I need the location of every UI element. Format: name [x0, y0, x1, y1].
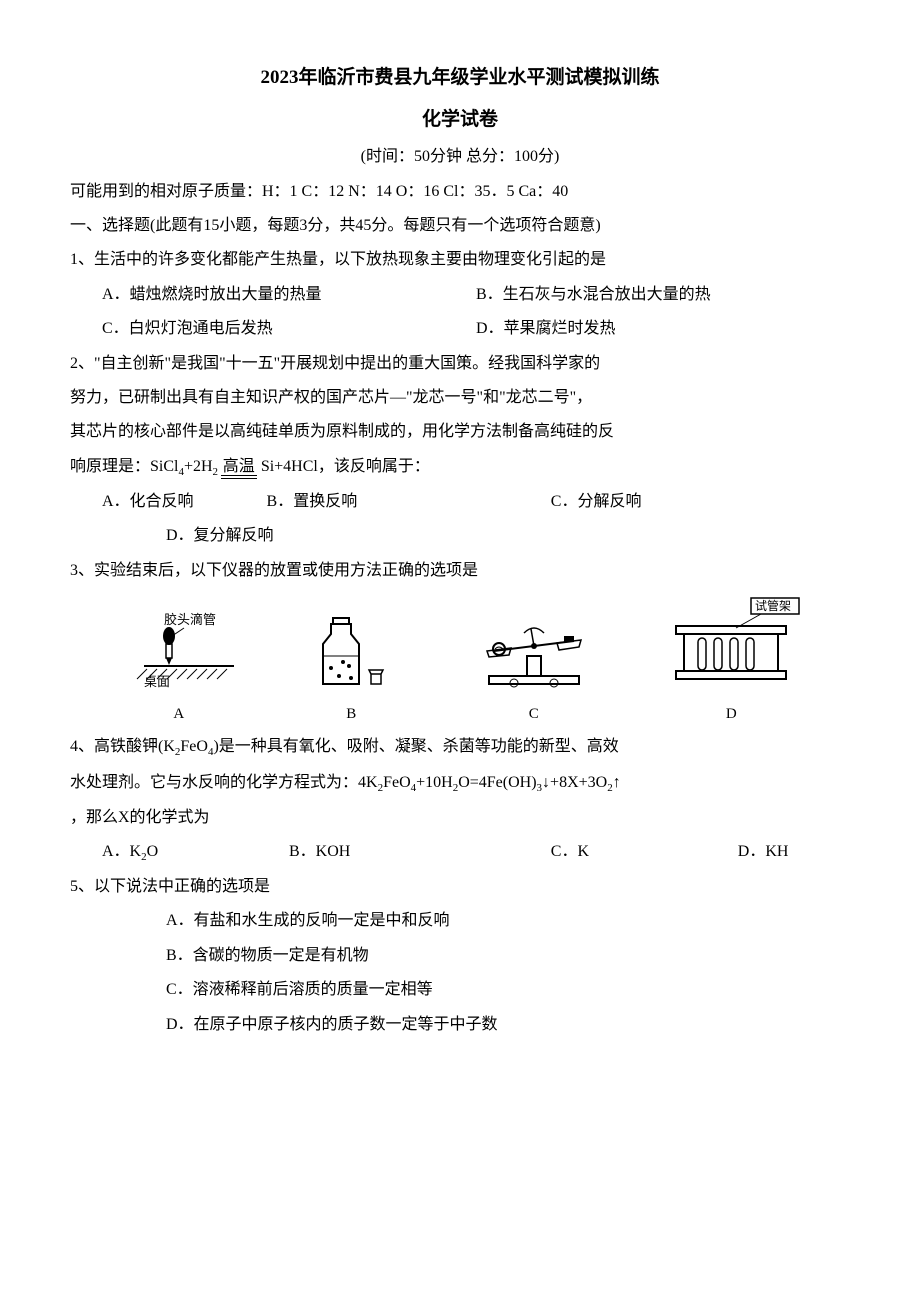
q2-p2: 努力，已研制出具有自主知识产权的国产芯片—"龙芯一号"和"龙芯二号"，	[70, 383, 850, 413]
q3-label-b: B	[346, 700, 356, 729]
q2-opts-row1: A．化合反响 B．置换反响 C．分解反响	[70, 487, 850, 517]
q1-opt-d: D．苹果腐烂时发热	[476, 314, 850, 344]
atomic-mass-line: 可能用到的相对原子质量：H：1 C：12 N：14 O：16 Cl：35．5 C…	[70, 177, 850, 207]
q3-label-c: C	[529, 700, 539, 729]
q2-opt-b: B．置换反响	[267, 487, 551, 517]
q4-p2d: O=4Fe(OH)	[458, 774, 536, 791]
exam-title: 2023年临沂市费县九年级学业水平测试模拟训练	[70, 60, 850, 96]
exam-info: (时间：50分钟 总分：100分)	[70, 142, 850, 172]
q3-img-d: 试管架 D	[656, 596, 806, 729]
q4-opt-b: B．KOH	[289, 837, 551, 868]
q2-p4b: +2H	[184, 458, 213, 475]
q4-p1a: 4、高铁酸钾(K	[70, 738, 175, 755]
q4-opt-c: C．K	[551, 837, 738, 868]
q5-opt-a: A．有盐和水生成的反响一定是中和反响	[70, 906, 850, 936]
q1-text: 1、生活中的许多变化都能产生热量，以下放热现象主要由物理变化引起的是	[70, 245, 850, 275]
q2-p4: 响原理是：SiCl4+2H2 高温 Si+4HCl，该反响属于：	[70, 452, 850, 483]
q4-p3: ，那么X的化学式为	[70, 803, 850, 833]
q4-opt-a: A．K2O	[102, 837, 289, 868]
exam-subtitle: 化学试卷	[70, 102, 850, 138]
annot-rack: 试管架	[755, 598, 791, 613]
bottle-icon	[291, 606, 411, 696]
q3-img-b: B	[291, 606, 411, 729]
q1-opt-b: B．生石灰与水混合放出大量的热	[476, 280, 850, 310]
section-header: 一、选择题(此题有15小题，每题3分，共45分。每题只有一个选项符合题意)	[70, 211, 850, 241]
q3-text: 3、实验结束后，以下仪器的放置或使用方法正确的选项是	[70, 556, 850, 586]
q3-img-c: C	[459, 601, 609, 729]
annot-desk: 桌面	[144, 674, 170, 689]
q5-opt-b: B．含碳的物质一定是有机物	[70, 941, 850, 971]
q4-p2f: ↑	[613, 774, 621, 791]
q4-p2b: FeO	[383, 774, 411, 791]
q3-label-d: D	[726, 700, 737, 729]
q4-p1b: FeO	[180, 738, 208, 755]
annot-dropper: 胶头滴管	[164, 612, 216, 627]
balance-icon	[459, 601, 609, 696]
eq-condition: 高温	[221, 459, 257, 476]
q1-opt-a: A．蜡烛燃烧时放出大量的热量	[102, 280, 476, 310]
q2-p4c: Si+4HCl，该反响属于：	[257, 458, 430, 475]
q4-p1: 4、高铁酸钾(K2FeO4)是一种具有氧化、吸附、凝聚、杀菌等功能的新型、高效	[70, 732, 850, 763]
q5-opt-d: D．在原子中原子核内的质子数一定等于中子数	[70, 1010, 850, 1040]
q5-text: 5、以下说法中正确的选项是	[70, 872, 850, 902]
q1-opt-c: C．白炽灯泡通电后发热	[102, 314, 476, 344]
q1-opts-row1: A．蜡烛燃烧时放出大量的热量 B．生石灰与水混合放出大量的热	[70, 280, 850, 310]
q2-p3: 其芯片的核心部件是以高纯硅单质为原料制成的，用化学方法制备高纯硅的反	[70, 417, 850, 447]
q3-label-a: A	[173, 700, 184, 729]
q2-opt-c: C．分解反响	[551, 487, 798, 517]
q3-images: 胶头滴管 桌面 A	[90, 596, 830, 729]
q2-opt-a: A．化合反响	[102, 487, 267, 517]
tube-rack-icon: 试管架	[656, 596, 806, 696]
q2-p1: 2、"自主创新"是我国"十一五"开展规划中提出的重大国策。经我国科学家的	[70, 349, 850, 379]
q2-opt-d: D．复分解反响	[70, 521, 850, 551]
q4-p2c: +10H	[416, 774, 453, 791]
q2-p4a: 响原理是：SiCl	[70, 458, 178, 475]
q4-p2: 水处理剂。它与水反响的化学方程式为：4K2FeO4+10H2O=4Fe(OH)3…	[70, 768, 850, 799]
q4-opts: A．K2O B．KOH C．K D．KH	[70, 837, 850, 868]
q4-p2a: 水处理剂。它与水反响的化学方程式为：4K	[70, 774, 378, 791]
q4-opt-d: D．KH	[738, 837, 850, 868]
q1-opts-row2: C．白炽灯泡通电后发热 D．苹果腐烂时发热	[70, 314, 850, 344]
q4-p2e: ↓+8X+3O	[542, 774, 607, 791]
dropper-icon: 胶头滴管 桌面	[114, 606, 244, 696]
q4-p1c: )是一种具有氧化、吸附、凝聚、杀菌等功能的新型、高效	[213, 738, 618, 755]
q3-img-a: 胶头滴管 桌面 A	[114, 606, 244, 729]
q5-opt-c: C．溶液稀释前后溶质的质量一定相等	[70, 975, 850, 1005]
